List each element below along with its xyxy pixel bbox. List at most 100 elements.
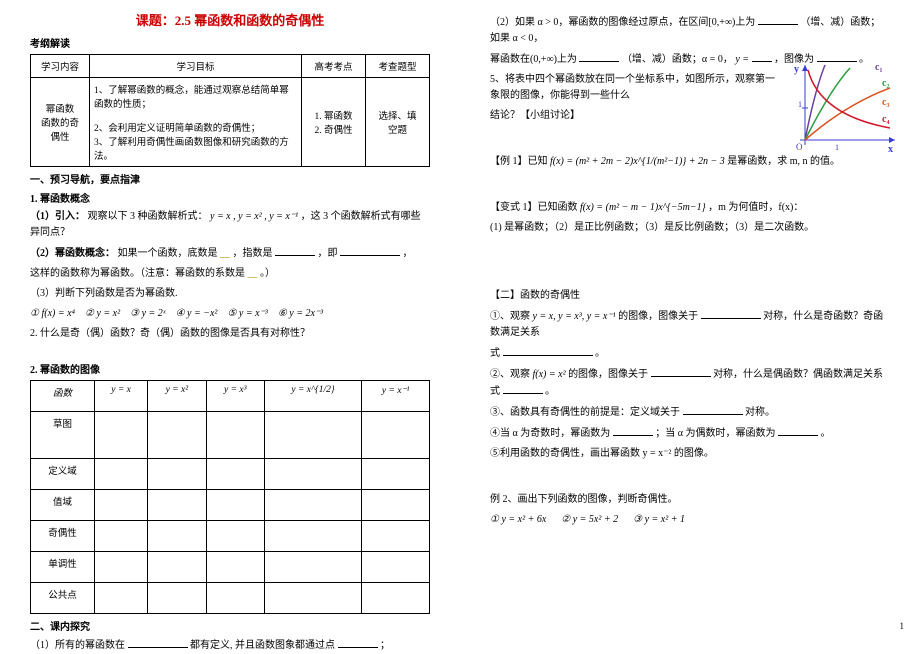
blank-icon (683, 404, 743, 415)
sec2-l1d: 式 。 (490, 345, 890, 362)
ex2-i3: ③ y = x² + 1 (633, 514, 685, 525)
s1-l1a: （1）引入： (30, 211, 85, 222)
item2: ② y = x² (85, 308, 120, 319)
ke-l1a: （1）所有的幂函数在 (30, 640, 125, 651)
sec2-l1: ①、观察 y = x, y = x³, y = x⁻¹ 的图像，图像关于 对称，… (490, 308, 890, 341)
ft-r0: 草图 (31, 412, 95, 459)
th-goal: 学习目标 (90, 55, 302, 78)
ke-l1: （1）所有的幂函数在 都有定义, 并且函数图象都通过点 ； (30, 637, 430, 654)
ft-h0: 函数 (31, 381, 95, 412)
td-goals: 1、了解幂函数的概念，能通过观察总结简单幂函数的性质； 2、会利用定义证明简单函… (90, 78, 302, 167)
ft-h3: y = x³ (206, 381, 264, 412)
sec2-l1b: 的图像，图像关于 (618, 311, 698, 322)
blank-icon (778, 425, 818, 436)
blank-icon (579, 51, 619, 62)
var1-b: ，m 为何值时，f(x)： (708, 202, 803, 213)
function-table: 函数 y = x y = x² y = x³ y = x^{1/2} y = x… (30, 380, 430, 614)
item1: ① f(x) = x⁴ (30, 308, 75, 319)
ke-l1b: 都有定义, 并且函数图象都通过点 (190, 640, 335, 651)
blank-icon (128, 637, 188, 648)
ex2-i2: ② y = 5x² + 2 (561, 514, 618, 525)
ft-h2: y = x² (148, 381, 206, 412)
item3: ③ y = 2ˣ (130, 308, 165, 319)
item6: ⑥ y = 2x⁻³ (278, 308, 323, 319)
sec2-l4a: ④当 α 为奇数时，幂函数为 (490, 428, 610, 439)
s1-l2d: ，即 (318, 248, 338, 259)
s1-l2c: ，指数是 (233, 248, 273, 259)
s1-items: ① f(x) = x⁴ ② y = x² ③ y = 2ˣ ④ y = −x² … (30, 306, 430, 322)
ft-h5: y = x⁻¹ (362, 381, 430, 412)
svg-text:1: 1 (835, 143, 839, 152)
svg-text:1: 1 (798, 100, 802, 109)
ft-r3: 奇偶性 (31, 521, 95, 552)
sec2-l4: ④当 α 为奇数时，幂函数为 ；当 α 为偶数时，幂函数为 。 (490, 425, 890, 442)
power-function-chart: y x O 1 1 c₁ c₂ c₃ c₄ (790, 60, 900, 155)
td-content: 幂函数 函数的奇 偶性 (31, 78, 90, 167)
var1-c: (1) 是幂函数；（2）是正比例函数；（3）是反比例函数；（3）是二次函数。 (490, 220, 890, 236)
r-c2a: （2）如果 α > 0，幂函数的图像经过原点，在区间[0,+∞)上为 (490, 17, 755, 28)
blank-icon (651, 366, 711, 377)
sec2-l2: ②、观察 f(x) = x² 的图像，图像关于 对称，什么是偶函数？偶函数满足关… (490, 366, 890, 400)
blank-icon (503, 383, 543, 394)
s2-title: 2. 幂函数的图像 (30, 361, 430, 376)
svg-text:x: x (888, 144, 893, 155)
svg-text:c₂: c₂ (882, 78, 889, 89)
th-point: 高考考点 (302, 55, 366, 78)
s1-l2b: 如果一个函数，底数是 (118, 248, 218, 259)
s1-l2e: ， (403, 248, 413, 259)
svg-text:c₄: c₄ (882, 114, 889, 125)
svg-text:O: O (796, 142, 803, 152)
prestudy-head: 一、预习导航，要点指津 (30, 171, 430, 186)
blank-icon (613, 425, 653, 436)
sec2-l2m: f(x) = x² (533, 369, 566, 380)
s1-l2a: （2）幂函数概念： (30, 248, 115, 259)
sec2-l5: ⑤利用函数的奇偶性，画出幂函数 y = x⁻² 的图像。 (490, 446, 890, 462)
svg-text:c₁: c₁ (875, 62, 882, 73)
ketan-head: 二、课内探究 (30, 618, 430, 633)
sec2-l1e: 。 (595, 348, 605, 359)
blank-icon (758, 14, 798, 25)
blank-icon (338, 637, 378, 648)
s1-l3b: 。） (260, 268, 275, 279)
s1-title: 1. 幂函数概念 (30, 190, 430, 205)
ex1: 【例 1】已知 f(x) = (m² + 2m − 2)x^{1/(m²−1)}… (490, 154, 890, 170)
blank-icon (503, 345, 593, 356)
ke-l1c: ； (380, 640, 390, 651)
s1-l1b: 观察以下 3 种函数解析式： (88, 211, 208, 222)
s1-l4: （3）判断下列函数是否为幂函数. (30, 286, 430, 302)
s1-l3: 这样的函数称为幂函数。（注意：幂函数的系数是 。） (30, 266, 430, 282)
var1-a: 【变式 1】已知函数 (490, 202, 580, 213)
blank-icon (220, 248, 230, 259)
svg-text:y: y (794, 64, 799, 75)
item5: ⑤ y = x⁻³ (227, 308, 267, 319)
blank-icon (701, 308, 761, 319)
sec2-title: 【二】函数的奇偶性 (490, 288, 890, 304)
s1-q2: 2. 什么是奇（偶）函数？奇（偶）函数的图像是否具有对称性？ (30, 326, 430, 342)
sec2-l2a: ②、观察 (490, 369, 533, 380)
sec2-l1m: y = x, y = x³, y = x⁻¹ (533, 311, 616, 322)
sec2-l3b: 对称。 (745, 407, 775, 418)
ft-h1: y = x (95, 381, 148, 412)
sec2-l1a: ①、观察 (490, 311, 533, 322)
s1-l1: （1）引入： 观察以下 3 种函数解析式： y = x , y = x² , y… (30, 209, 430, 241)
blank-icon (340, 245, 400, 256)
ft-r2: 值域 (31, 490, 95, 521)
blank-icon (275, 245, 315, 256)
ft-h4: y = x^{1/2} (264, 381, 361, 412)
r-c2d: （增、减）函数；α = 0， (622, 54, 733, 65)
sec2-l4b: ；当 α 为偶数时，幂函数为 (655, 428, 775, 439)
r-c2e: y = (735, 54, 749, 65)
s1-func3: y = x , y = x² , y = x⁻¹ (210, 211, 298, 222)
ex2-i1: ① y = x² + 6x (490, 514, 546, 525)
th-type: 考查题型 (366, 55, 430, 78)
page-number: 1 (900, 621, 905, 631)
r-c2: （2）如果 α > 0，幂函数的图像经过原点，在区间[0,+∞)上为 （增、减）… (490, 14, 890, 47)
sec2-l4c: 。 (821, 428, 831, 439)
var1-math: f(x) = (m² − m − 1)x^{−5m−1} (580, 202, 706, 213)
sec2-l3: ③、函数具有奇偶性的前提是：定义域关于 对称。 (490, 404, 890, 421)
td-points: 1. 幂函数 2. 奇偶性 (302, 78, 366, 167)
ft-r4: 单调性 (31, 552, 95, 583)
var1: 【变式 1】已知函数 f(x) = (m² − m − 1)x^{−5m−1} … (490, 200, 890, 216)
blank-icon (248, 268, 258, 279)
svg-text:c₃: c₃ (882, 97, 889, 108)
